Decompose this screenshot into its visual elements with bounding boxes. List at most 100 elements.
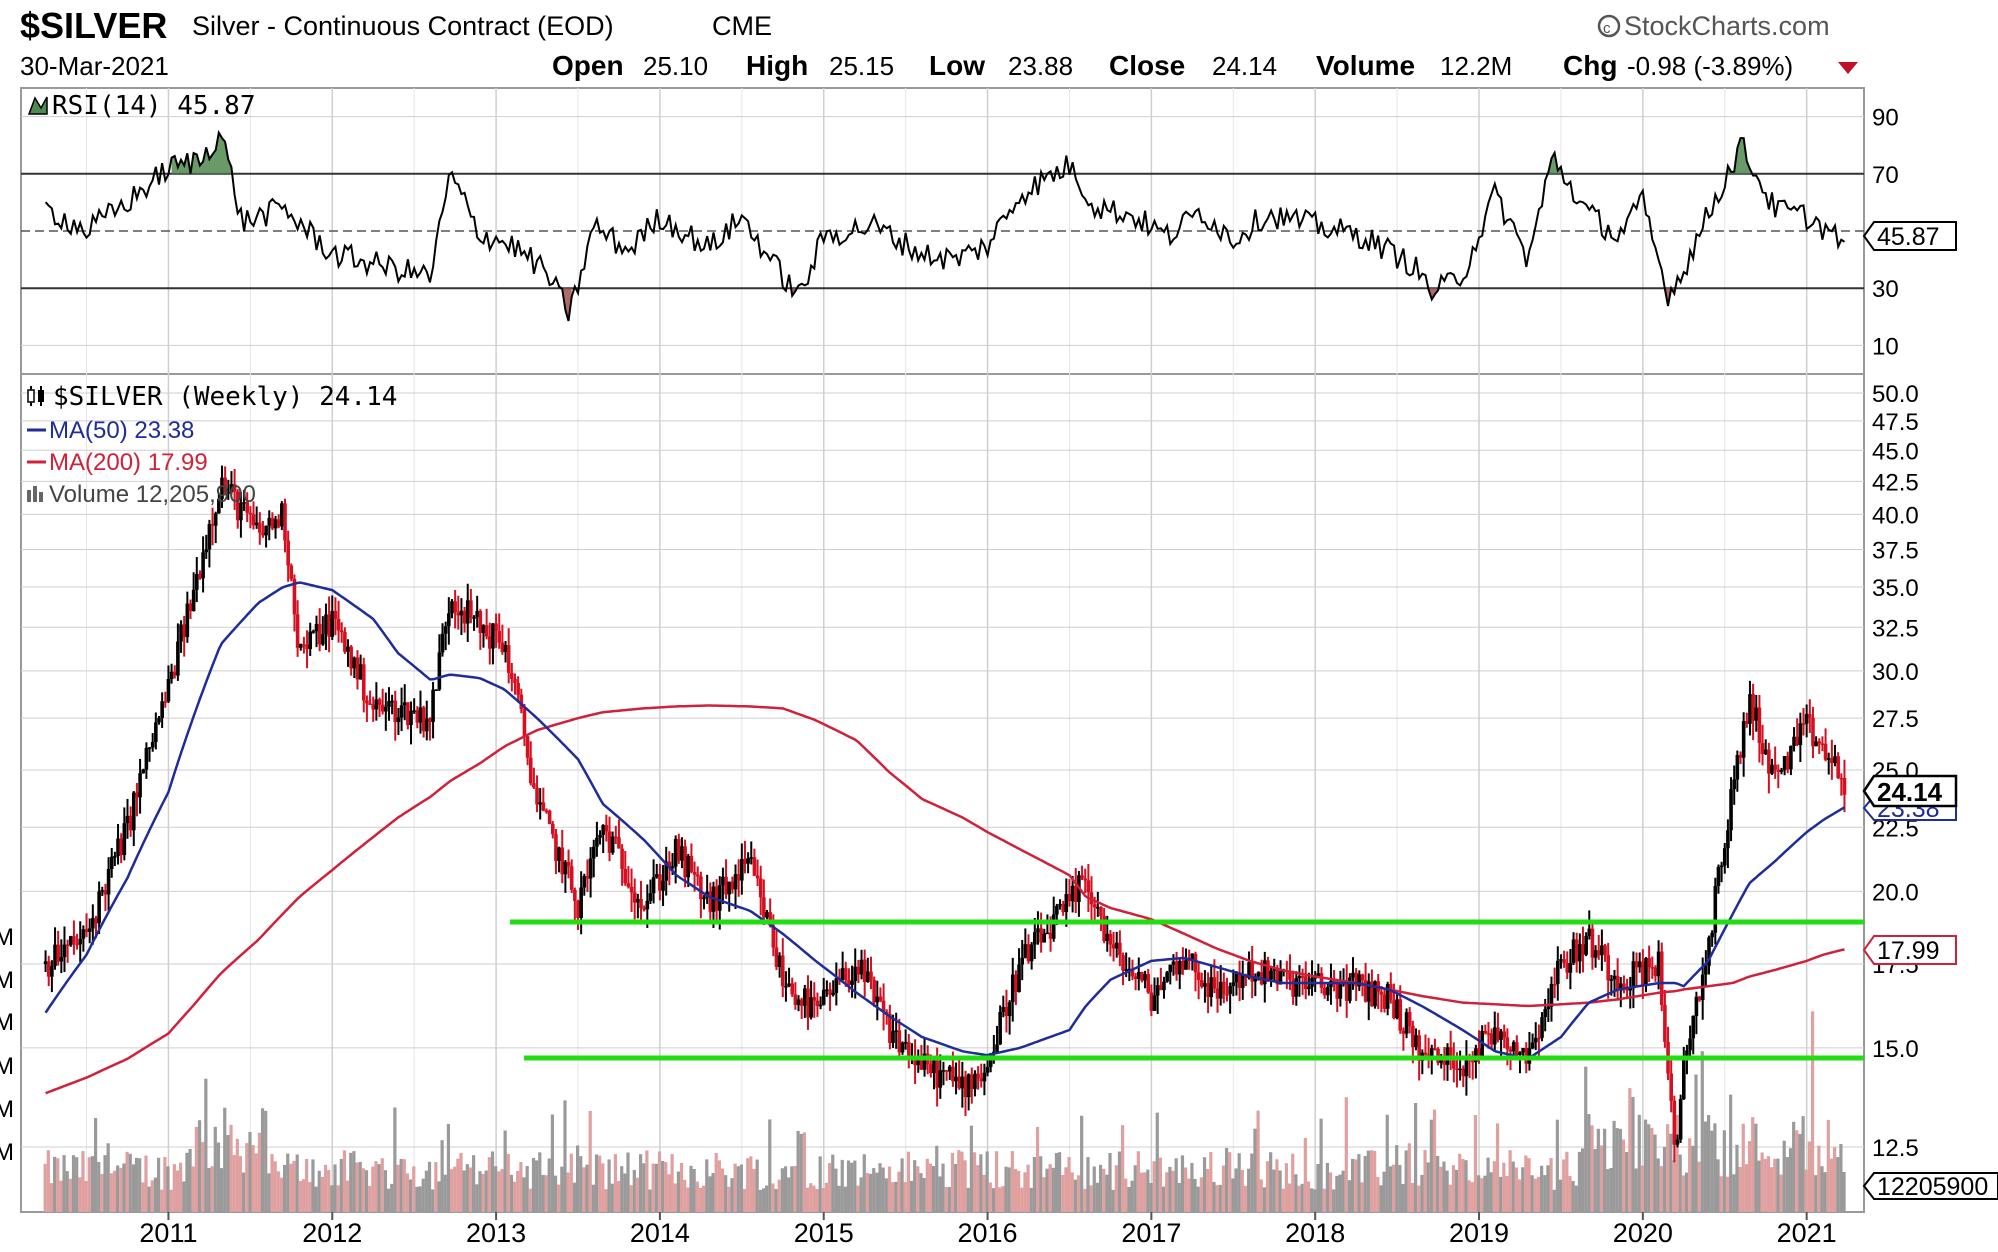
candle-body [954, 1076, 958, 1082]
candle-body [314, 623, 319, 632]
candle-body [755, 875, 760, 879]
volume-bar [475, 1184, 479, 1212]
candle-body [1001, 1007, 1006, 1013]
volume-bar [1281, 1188, 1285, 1212]
candle-body [957, 1076, 961, 1089]
volume-bar [1596, 1128, 1600, 1212]
candle-body [1064, 893, 1069, 913]
volume-bar [900, 1158, 904, 1212]
volume-bar [1826, 1119, 1830, 1212]
candle-body [424, 718, 429, 732]
volume-bar [702, 1185, 706, 1212]
candle-body [1537, 1037, 1541, 1040]
candle-body [1429, 1048, 1434, 1057]
candle-body [194, 573, 199, 590]
volume-axis-mark: M [0, 1053, 14, 1080]
candle-body [503, 645, 508, 653]
volume-bar [276, 1171, 280, 1212]
volume-bar [415, 1186, 419, 1212]
volume-bar [1454, 1169, 1459, 1212]
volume-bar [516, 1170, 520, 1212]
volume-bar [103, 1155, 107, 1212]
volume-bar [1464, 1160, 1468, 1212]
candle-body [254, 522, 259, 526]
candle-body [1294, 978, 1299, 997]
candle-body [872, 979, 876, 1003]
candle-body [443, 626, 448, 634]
candle-body [582, 876, 587, 888]
candle-body [765, 912, 769, 918]
candle-body [308, 631, 313, 650]
candle-body [1096, 907, 1100, 909]
candle-body [724, 876, 728, 895]
candle-body [198, 573, 202, 579]
volume-bar [368, 1185, 372, 1212]
low-label: Low [929, 50, 985, 81]
candle-body [944, 1070, 949, 1072]
candle-body [1618, 983, 1623, 991]
candle-body [131, 792, 136, 831]
candle-body [809, 997, 813, 1018]
volume-bar [1212, 1181, 1216, 1212]
volume-bar [1653, 1134, 1657, 1212]
volume-bar [661, 1161, 665, 1212]
volume-bar [1467, 1180, 1471, 1212]
candle-body [903, 1042, 908, 1044]
candle-body [311, 631, 316, 633]
candle-body [229, 484, 234, 493]
volume-bar [1451, 1165, 1456, 1212]
volume-bar [642, 1163, 646, 1212]
volume-bar [689, 1165, 693, 1212]
candle-body [465, 600, 470, 624]
volume-bar [56, 1158, 60, 1212]
volume-bars [43, 1011, 1846, 1212]
candle-body [699, 876, 703, 900]
candle-body [1114, 942, 1119, 949]
candle-body [380, 704, 385, 712]
volume-bar [913, 1160, 917, 1212]
candle-body [1546, 1006, 1551, 1010]
volume-bar [1439, 1166, 1443, 1212]
volume-bar [1536, 1176, 1541, 1212]
candle-body [125, 815, 130, 824]
candle-body [1392, 1000, 1396, 1019]
volume-bar [1287, 1183, 1292, 1212]
volume-bar [1083, 1188, 1087, 1212]
volume-bar [1310, 1188, 1314, 1212]
candle-body [1039, 928, 1043, 943]
candle-body [1206, 983, 1210, 998]
volume-bar [1713, 1123, 1717, 1212]
candle-body [771, 925, 776, 948]
rsi-line [44, 129, 1846, 322]
candle-body [1196, 972, 1201, 981]
volume-bar [1489, 1172, 1493, 1212]
candle-body [1389, 984, 1393, 1001]
price-tick-32.5: 32.5 [1872, 615, 1919, 642]
candle-body [327, 614, 331, 637]
candle-body [1691, 1015, 1696, 1039]
volume-bar [1332, 1189, 1336, 1212]
candle-body [144, 747, 149, 770]
candle-body [1508, 1049, 1513, 1052]
candle-body [1565, 963, 1570, 973]
candle-body [81, 929, 86, 939]
volume-bar [1224, 1147, 1229, 1212]
candle-body [866, 971, 870, 982]
candle-body [576, 900, 580, 918]
candle-body [535, 787, 539, 805]
candle-body [1218, 981, 1223, 999]
rsi-tick-70: 70 [1872, 162, 1899, 189]
volume-bar [1584, 1066, 1588, 1212]
volume-bar [342, 1150, 347, 1212]
candle-body [834, 978, 839, 993]
volume-bar [793, 1166, 797, 1212]
volume-bar [1716, 1159, 1720, 1212]
candle-body [1442, 1056, 1447, 1065]
volume-bar [487, 1157, 491, 1212]
candle-body [409, 711, 413, 725]
candle-body [1808, 714, 1812, 718]
candle-body [1414, 1035, 1418, 1048]
volume-bar [553, 1175, 558, 1212]
volume-bar [664, 1161, 668, 1212]
candle-body [689, 855, 694, 872]
